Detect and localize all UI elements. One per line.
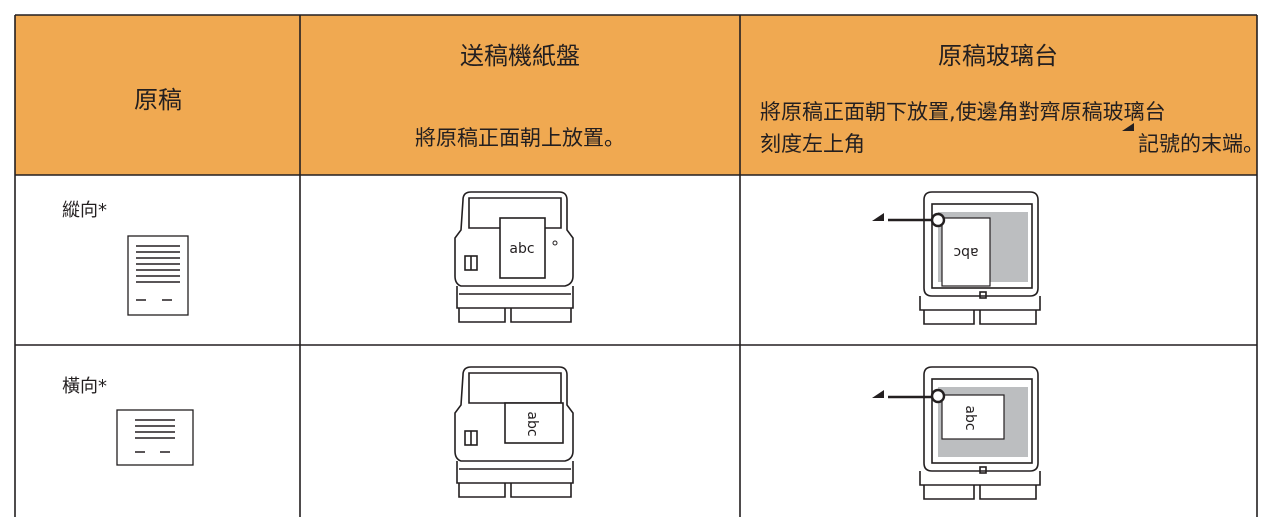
paper-text: abc [953,244,978,260]
paper [499,217,546,279]
header-note: 將原稿正面朝下放置,使邊角對齊原稿玻璃台 [760,100,1166,124]
header-note: 記號的末端。 [1138,132,1264,156]
row-label: 縱向* [62,200,107,221]
header-bg [15,15,1257,175]
pointer-ring [930,388,946,404]
header-title: 送稿機紙盤 [460,42,580,70]
table-rules [14,14,1258,517]
header-title: 原稿玻璃台 [938,42,1058,70]
paper [941,217,991,287]
pointer-ring [930,212,946,228]
corner-mark [872,213,884,221]
corner-mark [872,390,884,398]
paper-text: abc [524,411,540,436]
sensor [552,240,558,246]
paper [504,402,564,444]
paper [941,394,1005,440]
header-note: 將原稿正面朝上放置。 [415,126,625,150]
header-note: 刻度左上角 [760,132,865,156]
header-cell: 原稿 [134,86,182,114]
paper-text: abc [509,241,534,257]
row-label: 橫向* [62,376,107,397]
paper-text: abc [962,405,978,430]
portrait-icon [127,235,189,316]
landscape-icon [116,409,194,466]
